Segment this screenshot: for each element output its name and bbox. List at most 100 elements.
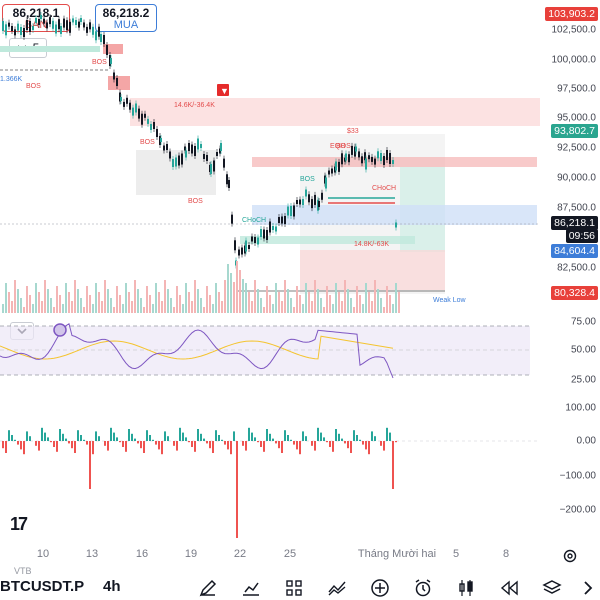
- histogram-pane[interactable]: [0, 398, 540, 538]
- histogram-bar: [233, 431, 235, 441]
- layers-icon[interactable]: [542, 578, 562, 598]
- volume-bar: [389, 295, 391, 313]
- volume-bar: [38, 292, 40, 313]
- histogram-bar: [56, 441, 58, 452]
- histogram-bar: [296, 441, 298, 450]
- replay-icon[interactable]: [499, 578, 519, 598]
- volume-bar: [242, 279, 244, 313]
- order-block-left: [108, 76, 130, 90]
- candle-body: [321, 192, 323, 200]
- sell-button[interactable]: 86,218.1 BÁN: [2, 4, 70, 32]
- histogram-bar: [332, 441, 334, 452]
- candle-body: [335, 161, 337, 171]
- candle-body: [275, 226, 277, 232]
- indicators-icon[interactable]: [241, 578, 261, 598]
- symbol-button[interactable]: BTCUSDT.P: [0, 578, 85, 595]
- timeframe-button[interactable]: 4h: [103, 578, 121, 595]
- time-axis[interactable]: 10 13 16 19 22 25 Tháng Mười hai 5 8: [0, 548, 540, 564]
- add-icon[interactable]: [370, 578, 390, 598]
- candle-body: [184, 146, 186, 151]
- volume-bar: [11, 301, 13, 313]
- histogram-bar: [14, 439, 16, 441]
- histogram-bar: [329, 441, 331, 447]
- choch-label: CHoCH: [242, 217, 266, 224]
- candle-body: [160, 138, 162, 142]
- candle-body: [89, 22, 91, 30]
- candle-body: [383, 156, 385, 165]
- price-tick: 90,000.0: [557, 172, 596, 184]
- more-icon[interactable]: [578, 578, 598, 598]
- buy-price: 86,218.2: [102, 6, 150, 20]
- rsi-pane[interactable]: [0, 318, 540, 390]
- histogram-bar: [326, 441, 328, 443]
- candle-body: [257, 237, 259, 245]
- histogram-bar: [149, 435, 151, 441]
- volume-bar: [206, 286, 208, 313]
- candles-icon[interactable]: [456, 578, 476, 598]
- candle-body: [11, 26, 13, 31]
- histogram-bar: [74, 441, 76, 453]
- templates-icon[interactable]: [284, 578, 304, 598]
- candle-body: [345, 153, 347, 161]
- time-label: Tháng Mười hai: [357, 548, 437, 560]
- price-label: $33: [347, 128, 359, 135]
- histogram-bar: [47, 437, 49, 441]
- candle-body: [269, 221, 271, 233]
- volume-bar: [353, 307, 355, 313]
- fvg-zone-left: [0, 46, 100, 52]
- rsi-axis[interactable]: 75.00 50.00 25.00: [538, 317, 600, 390]
- histogram-bar: [50, 441, 52, 443]
- settings-icon[interactable]: [562, 548, 578, 564]
- candle-body: [331, 168, 333, 174]
- volume-bar: [350, 298, 352, 313]
- volume-bar: [347, 289, 349, 313]
- time-label: 16: [135, 548, 149, 560]
- histogram-bar: [62, 433, 64, 441]
- volume-bar: [134, 280, 136, 313]
- volume-bar: [83, 307, 85, 313]
- volume-bar: [5, 283, 7, 313]
- volume-bar: [224, 280, 226, 313]
- bos-label: BOS: [188, 198, 203, 205]
- histogram-bar: [137, 441, 139, 444]
- histogram-bar: [194, 441, 196, 452]
- histogram-bar: [260, 441, 262, 447]
- histogram-bar: [287, 435, 289, 441]
- volume-bar: [161, 301, 163, 313]
- volume-bar: [266, 286, 268, 313]
- buy-button[interactable]: 86,218.2 MUA: [95, 4, 157, 32]
- candle-body: [293, 205, 295, 217]
- volume-bar: [167, 289, 169, 313]
- candle-body: [185, 150, 187, 158]
- volume-bar: [179, 295, 181, 313]
- histogram-bar: [368, 441, 370, 455]
- candle-body: [26, 20, 28, 30]
- histogram-bar: [218, 435, 220, 441]
- histogram-bar: [275, 441, 277, 444]
- volume-bar: [305, 283, 307, 313]
- price-tag-current: 86,218.1: [551, 216, 598, 230]
- histogram-bar: [254, 437, 256, 441]
- candle-body: [213, 160, 215, 172]
- candle-body: [386, 150, 388, 160]
- fvg-zone: [240, 236, 415, 244]
- histogram-axis[interactable]: 100.00 0.00 −100.00 −200.00: [538, 398, 600, 538]
- draw-pencil-icon[interactable]: [198, 578, 218, 598]
- price-axis[interactable]: 102,500.0 100,000.0 97,500.0 95,000.0 92…: [538, 0, 600, 313]
- volume-bar: [380, 298, 382, 313]
- histogram-bar: [113, 432, 115, 441]
- bos-label: BOS: [140, 139, 155, 146]
- compare-icon[interactable]: [327, 578, 347, 598]
- alarm-icon[interactable]: [413, 578, 433, 598]
- histogram-bar: [143, 441, 145, 453]
- volume-bar: [227, 264, 229, 313]
- candle-body: [210, 164, 212, 174]
- candle-body: [166, 144, 168, 150]
- histogram-bar: [158, 441, 160, 450]
- histogram-bar: [173, 441, 175, 446]
- candle-countdown: 09:56: [565, 229, 598, 243]
- candle-body: [38, 19, 40, 25]
- price-chart[interactable]: ▼BOSBOSBOSBOSBOSBOSEQHCHoCHCHoCH14.6K/-3…: [0, 0, 540, 313]
- volume-bar: [65, 283, 67, 313]
- volume-bar: [194, 280, 196, 313]
